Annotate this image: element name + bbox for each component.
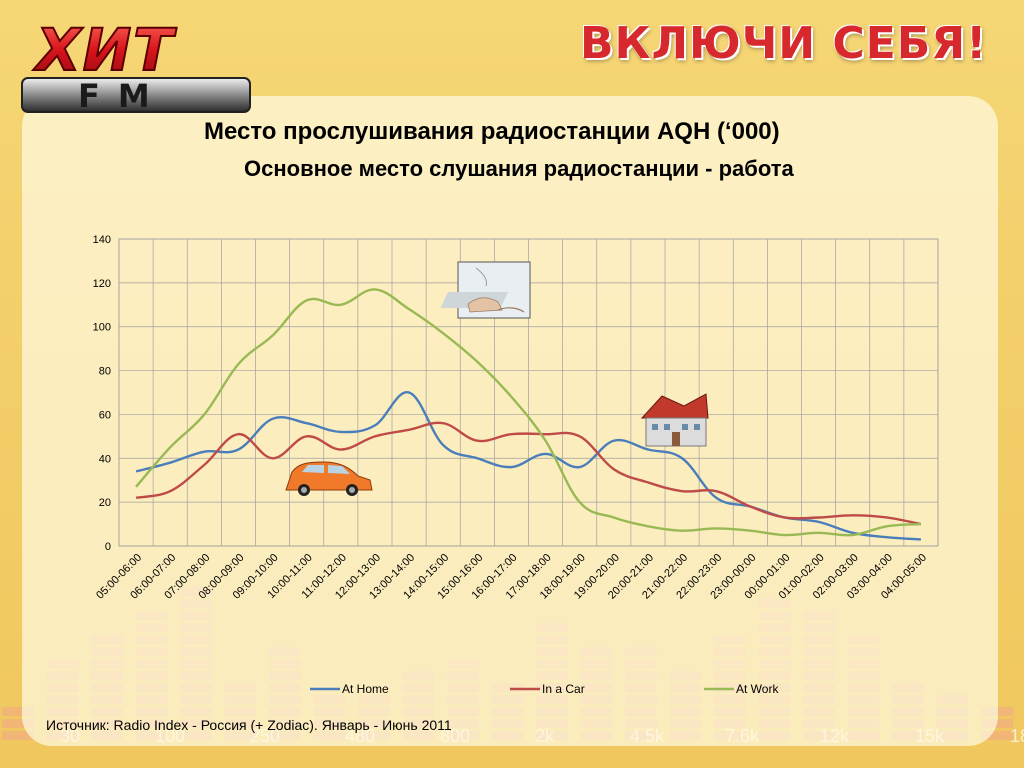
y-tick-label: 140: [93, 234, 111, 246]
y-tick-label: 0: [105, 541, 111, 553]
house-icon: [640, 393, 709, 447]
y-tick-label: 40: [99, 453, 111, 465]
y-tick-label: 120: [93, 278, 111, 290]
y-tick-label: 60: [99, 409, 111, 421]
series-line-in-a-car: [135, 421, 922, 526]
svg-text:ХИТ: ХИТ: [33, 16, 177, 84]
y-tick-label: 100: [93, 322, 111, 334]
legend-label-at-home: At Home: [342, 682, 389, 696]
source-note: Источник: Radio Index - Россия (+ Zodiac…: [46, 717, 452, 733]
slogan: ВКЛЮЧИ СЕБЯ!: [580, 18, 988, 69]
chart-title: Место прослушивания радиостанции AQH (‘0…: [204, 118, 780, 145]
legend-label-at-work: At Work: [736, 682, 779, 696]
car-icon: [285, 461, 373, 496]
chart-subtitle: Основное место слушания радиостанции - р…: [244, 156, 794, 181]
hit-fm-logo: ХИТ FM: [21, 15, 251, 115]
svg-text:FM: FM: [78, 77, 168, 115]
legend-label-in-a-car: In a Car: [542, 682, 585, 696]
equalizer-freq-label: 18k: [1010, 726, 1024, 746]
y-tick-label: 20: [99, 497, 111, 509]
computer-work-icon: [440, 261, 531, 319]
y-tick-label: 80: [99, 366, 111, 378]
equalizer-bar-segment: [2, 731, 34, 740]
series-line-at-work: [135, 288, 922, 537]
